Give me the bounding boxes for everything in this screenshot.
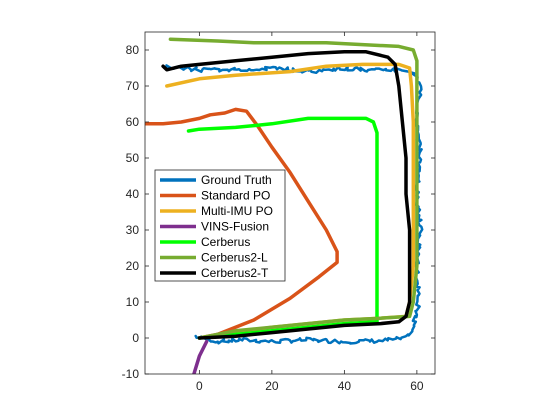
x-tick-label: 20: [265, 379, 279, 393]
legend-label-4: Cerberus: [201, 235, 250, 249]
x-tick-label: 60: [410, 379, 424, 393]
legend-label-2: Multi-IMU PO: [201, 204, 273, 218]
legend-label-1: Standard PO: [201, 189, 270, 203]
legend-label-6: Cerberus2-T: [201, 266, 269, 280]
y-tick-label: 70: [126, 79, 140, 93]
y-tick-label: 30: [126, 223, 140, 237]
y-tick-label: 50: [126, 151, 140, 165]
legend-label-3: VINS-Fusion: [201, 220, 269, 234]
y-tick-label: 60: [126, 115, 140, 129]
y-tick-label: 20: [126, 259, 140, 273]
y-tick-label: 0: [132, 331, 139, 345]
x-tick-label: 40: [338, 379, 352, 393]
y-tick-label: 80: [126, 43, 140, 57]
legend-label-0: Ground Truth: [201, 173, 272, 187]
y-tick-label: 10: [126, 295, 140, 309]
y-tick-label: 40: [126, 187, 140, 201]
x-tick-label: 0: [196, 379, 203, 393]
legend-label-5: Cerberus2-L: [201, 251, 268, 265]
y-tick-label: -10: [122, 367, 140, 381]
